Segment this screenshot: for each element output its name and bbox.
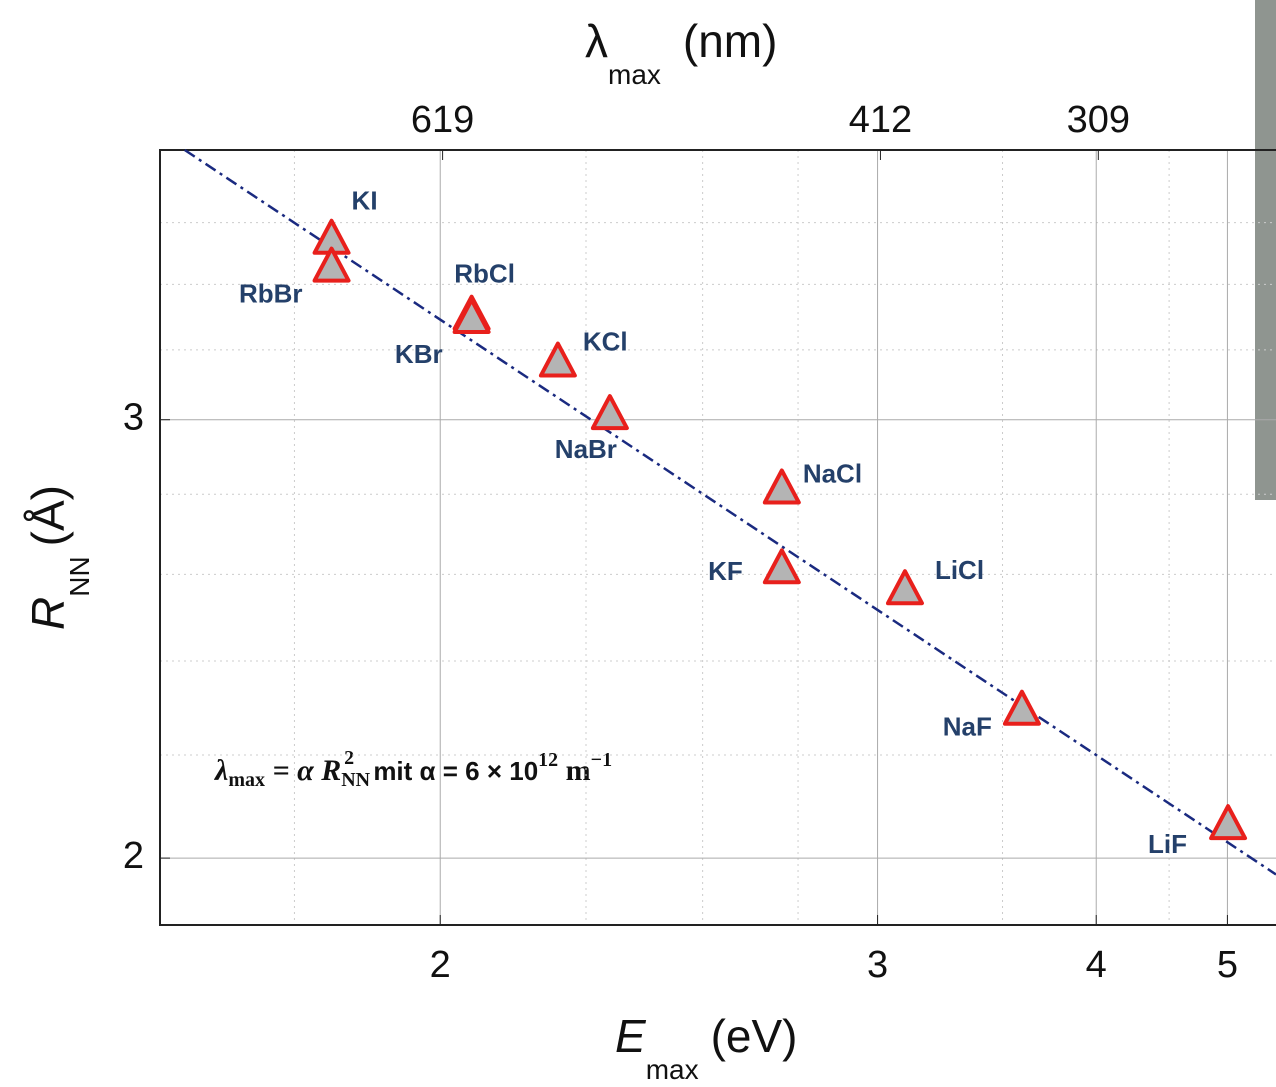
y-sub: NN [64,556,95,596]
y-tick-label: 3 [123,397,144,439]
marker [538,341,577,378]
ann-part: max [228,769,265,791]
x-tick-label: 4 [1086,944,1107,986]
x-symbol: E [615,1010,647,1062]
x-tick-label: 3 [867,944,888,986]
y-tick-label: 2 [123,835,144,877]
ann-part: = α R [265,754,341,787]
annotation: λmax = α RNN2 mit α = 6 × 1012 m−1 [213,747,612,791]
x-unit: (eV) [711,1010,798,1062]
x2-tick-label: 412 [849,99,912,141]
ann-part: mit α = 6 × 10 [366,756,538,786]
plot-frame [159,149,1276,926]
marker [1209,804,1248,841]
ann-part: m [558,754,591,787]
point-label: KCl [583,326,628,356]
point-label: RbCl [454,259,515,289]
marker [762,468,801,505]
y-symbol: R [22,597,74,630]
x2-sub: max [608,59,661,90]
marker [590,394,629,431]
ann-part: NN [341,769,370,791]
point-label: KF [708,556,743,586]
x2-symbol: λ [585,15,608,67]
ann-part: 12 [538,749,558,771]
x-tick-label: 2 [430,944,451,986]
y-unit: (Å) [22,485,74,546]
y-axis-title: RNN (Å) [22,485,95,630]
ann-part: 2 [344,747,354,769]
point-label: LiF [1148,829,1187,859]
x2-tick-label: 619 [411,99,474,141]
x2-unit: (nm) [683,15,778,67]
fit-line [184,148,1276,876]
point-label: NaCl [803,458,862,488]
marker [312,246,351,283]
point-label: RbBr [239,278,303,308]
marker [1002,689,1041,726]
ann-part: −1 [591,749,612,771]
point-label: NaF [943,712,992,742]
marker [452,297,491,334]
point-label: LiCl [935,555,984,585]
x2-tick-label: 309 [1067,99,1130,141]
x-axis-title: Emax (eV) [615,1010,798,1085]
x-tick-label: 5 [1217,944,1238,986]
marker [762,548,801,585]
point-label: KI [352,186,378,216]
x2-axis-title: λmax (nm) [585,15,777,90]
point-label: NaBr [555,434,617,464]
ann-part: λ [213,754,228,787]
photo-fragment [1255,0,1276,500]
point-label: KBr [395,339,443,369]
marker [885,569,924,606]
x-sub: max [646,1054,699,1085]
